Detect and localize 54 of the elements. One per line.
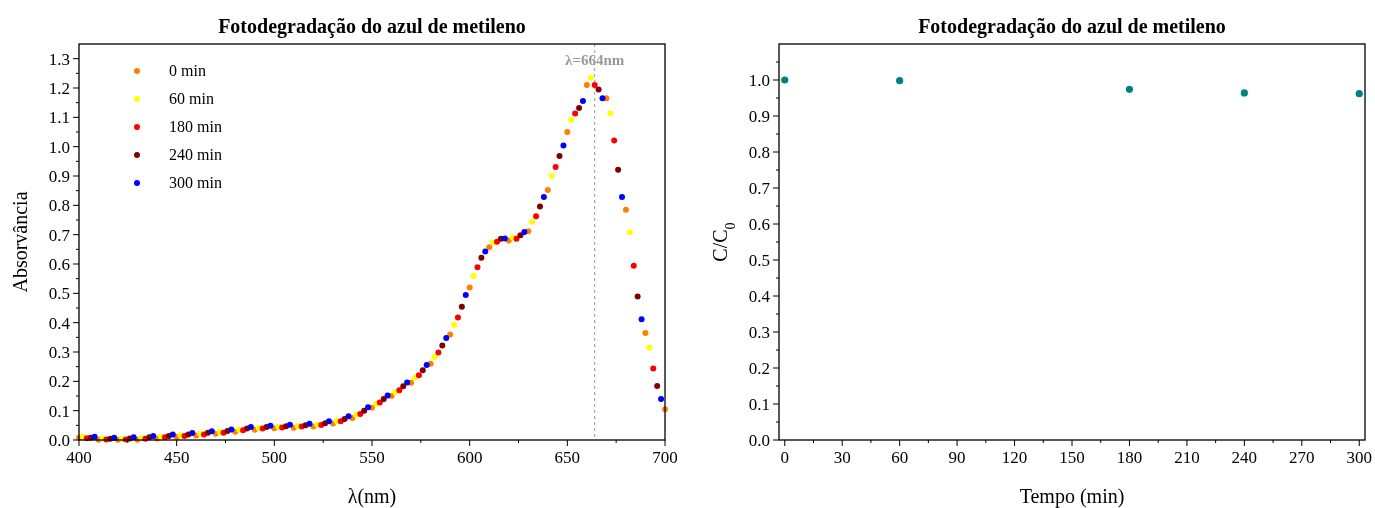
x-tick-label: 400 (66, 448, 92, 467)
y-tick-label: 0.2 (48, 372, 70, 392)
ref-line-label: λ=664nm (565, 52, 625, 68)
legend-label: 0 min (169, 62, 206, 79)
y-tick-label: 0.4 (748, 287, 771, 306)
x-tick-label: 30 (833, 448, 851, 467)
x-tick-label: 270 (1289, 448, 1315, 467)
y-tick-label: 0.0 (748, 431, 770, 450)
x-tick-label: 550 (359, 448, 385, 467)
chart-title: Fotodegradação do azul de metileno (918, 15, 1226, 38)
x-tick-label: 450 (163, 448, 190, 467)
x-tick-label: 150 (1059, 448, 1085, 467)
legend-label: 60 min (169, 90, 214, 107)
y-tick-label: 0.1 (748, 395, 770, 414)
y-tick-label: 1.1 (48, 108, 70, 128)
y-tick-label: 0.9 (48, 167, 70, 186)
x-axis-title: Tempo (min) (1019, 485, 1125, 508)
x-tick-label: 90 (948, 448, 966, 467)
x-tick-label: 300 (1346, 448, 1372, 467)
x-tick-label: 240 (1231, 448, 1258, 467)
x-tick-label: 650 (554, 448, 581, 467)
y-tick-label: 0.7 (48, 225, 71, 245)
x-tick-label: 0 (780, 448, 789, 467)
y-tick-label: 0.8 (748, 143, 770, 162)
x-tick-label: 180 (1116, 448, 1143, 467)
x-axis-title: λ(nm) (347, 485, 397, 508)
x-tick-label: 700 (652, 448, 678, 467)
y-tick-label: 0.6 (748, 215, 770, 234)
y-tick-label: 0.5 (48, 284, 70, 304)
y-axis-title: Absorvância (9, 191, 31, 293)
y-tick-label: 0.6 (48, 255, 70, 274)
chart-title: Fotodegradação do azul de metileno (218, 15, 526, 38)
y-tick-label: 0.7 (748, 179, 771, 198)
x-tick-label: 210 (1174, 448, 1200, 467)
legend-label: 300 min (169, 174, 222, 191)
y-tick-label: 0.8 (48, 196, 70, 216)
x-tick-label: 500 (261, 448, 288, 467)
legend-label: 180 min (169, 118, 222, 135)
y-tick-label: 0.2 (748, 359, 770, 378)
y-tick-label: 0.5 (748, 251, 770, 270)
legend-label: 240 min (169, 146, 222, 163)
y-tick-label: 0.3 (748, 323, 770, 342)
y-tick-label: 1.2 (48, 79, 70, 98)
y-tick-label: 0.9 (748, 107, 770, 126)
x-tick-label: 60 (891, 448, 909, 467)
x-tick-label: 600 (456, 448, 483, 467)
y-tick-label: 0.0 (48, 431, 70, 450)
y-tick-label: 0.3 (48, 343, 70, 362)
y-tick-label: 0.4 (48, 313, 71, 333)
y-tick-label: 1.0 (748, 71, 770, 90)
y-tick-label: 1.3 (48, 49, 70, 69)
y-tick-label: 1.0 (48, 137, 70, 157)
y-tick-label: 0.1 (48, 401, 70, 421)
x-tick-label: 120 (1001, 448, 1028, 467)
